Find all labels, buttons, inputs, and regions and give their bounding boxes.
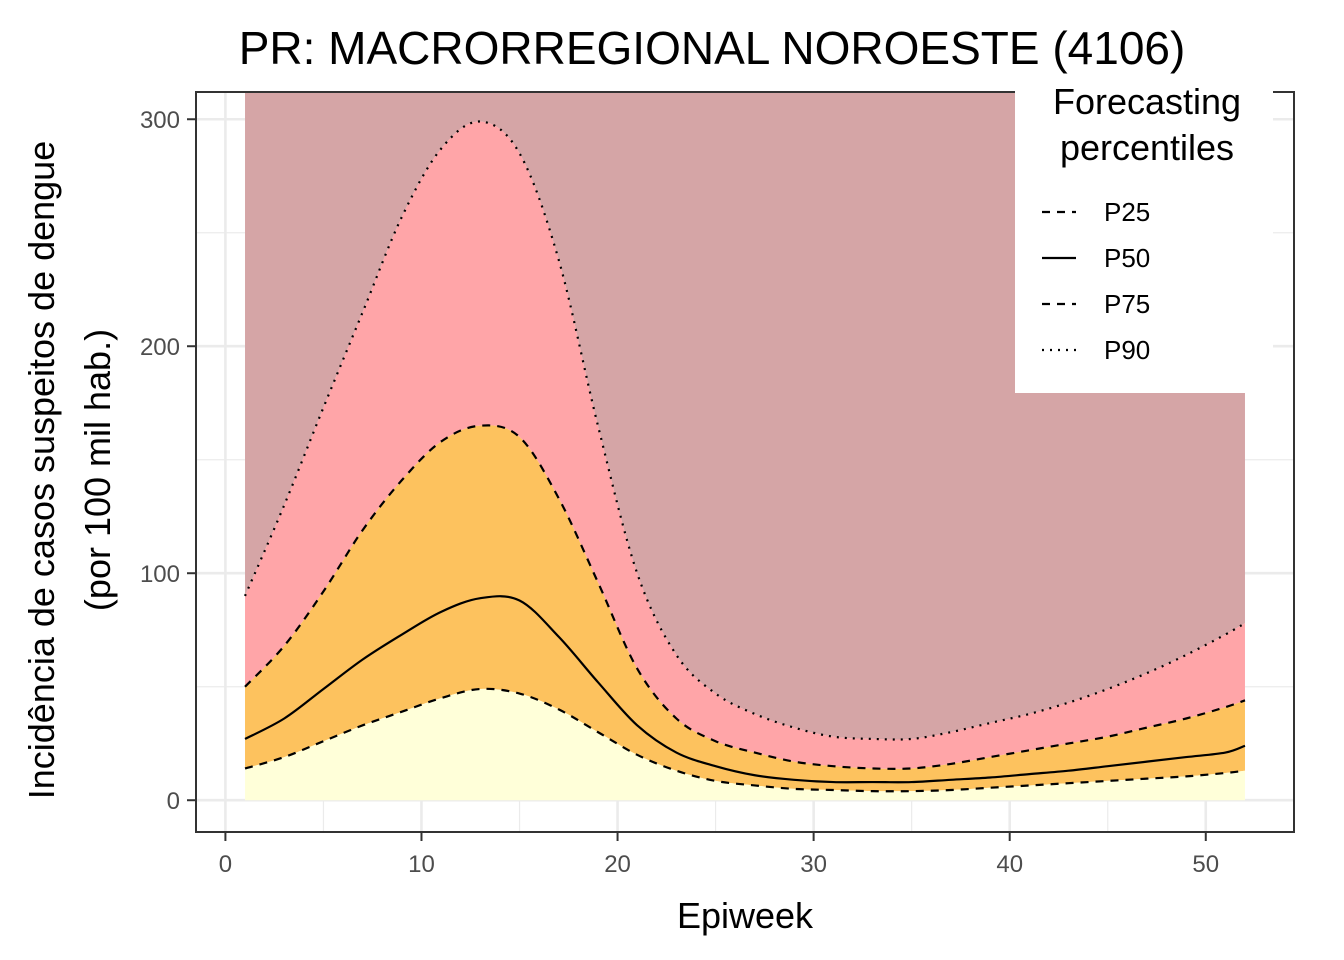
band-p75-p90 <box>245 121 1245 769</box>
y-tick-label: 100 <box>140 561 180 588</box>
legend-label-p25: P25 <box>1104 197 1150 227</box>
y-tick-label: 0 <box>167 788 180 815</box>
band-p25-p75 <box>245 425 1245 792</box>
legend-label-p75: P75 <box>1104 289 1150 319</box>
x-tick-label: 0 <box>219 851 232 878</box>
panel-border <box>195 91 1295 833</box>
line-p90 <box>244 120 1246 741</box>
band-below-p25 <box>245 688 1245 801</box>
y-axis-title-line1: Incidência de casos suspeitos de dengue <box>21 141 62 799</box>
legend-label-p50: P50 <box>1104 243 1150 273</box>
legend-label-p90: P90 <box>1104 335 1150 365</box>
x-tick-label: 20 <box>604 851 631 878</box>
y-tick-label: 300 <box>140 107 180 134</box>
y-tick-label: 200 <box>140 334 180 361</box>
x-tick-label: 30 <box>800 851 827 878</box>
legend-entries: P25 P50 P75 P90 <box>1042 197 1150 365</box>
x-axis-title: Epiweek <box>677 895 814 936</box>
y-axis-title-line2: (por 100 mil hab.) <box>77 329 118 611</box>
x-axis: 0 10 20 30 40 50 <box>219 832 1219 878</box>
legend-title-line1: Forecasting <box>1053 81 1241 122</box>
x-tick-label: 40 <box>996 851 1023 878</box>
line-p25 <box>244 687 1246 793</box>
y-axis: 0 100 200 300 <box>140 107 196 815</box>
band-above-p90 <box>245 92 1245 740</box>
legend-background <box>1015 80 1273 393</box>
line-p50 <box>244 595 1246 784</box>
chart-title: PR: MACRORREGIONAL NOROESTE (4106) <box>239 22 1186 74</box>
percentile-lines <box>244 120 1246 793</box>
percentile-bands <box>245 92 1245 801</box>
x-tick-label: 50 <box>1192 851 1219 878</box>
y-axis-title: Incidência de casos suspeitos de dengue … <box>21 141 118 799</box>
line-p75 <box>244 424 1246 770</box>
x-tick-label: 10 <box>408 851 435 878</box>
legend-title-line2: percentiles <box>1060 127 1234 168</box>
legend: Forecasting percentiles P25 P50 P75 P90 <box>1015 80 1273 393</box>
